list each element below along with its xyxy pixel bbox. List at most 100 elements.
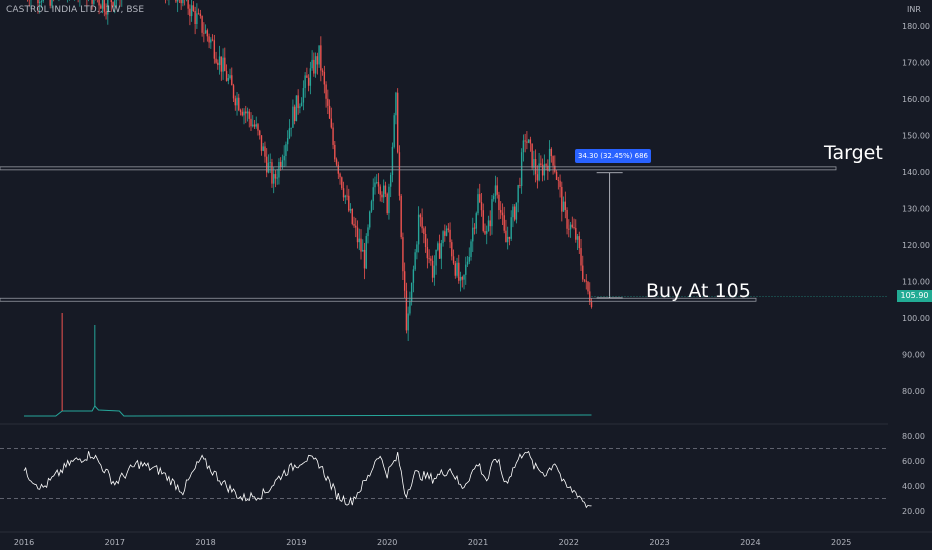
candle-body	[279, 162, 282, 167]
candle-body	[243, 111, 245, 116]
candle-body	[353, 223, 355, 226]
candle-body	[180, 0, 182, 4]
candle-body	[307, 77, 310, 86]
volume-line	[24, 405, 592, 417]
candle-body	[501, 212, 504, 216]
rsi-tick-label: 80.00	[902, 432, 925, 441]
candle-body	[339, 173, 341, 178]
candle-body	[253, 124, 256, 127]
candle-body	[458, 262, 460, 281]
candle-body	[536, 174, 539, 181]
candle-body	[384, 185, 387, 194]
candle-body	[49, 0, 51, 6]
candle-body	[363, 249, 366, 269]
currency-label: INR	[907, 5, 921, 14]
candle-body	[520, 152, 523, 186]
candle-body	[575, 227, 577, 240]
candle-body	[590, 301, 593, 307]
candle-body	[580, 248, 582, 266]
candle-body	[435, 249, 437, 266]
candle-body	[110, 0, 113, 3]
rsi-tick-label: 40.00	[902, 482, 925, 491]
candle-body	[494, 185, 497, 196]
candle-body	[215, 58, 217, 63]
candle-body	[416, 244, 418, 253]
candle-body	[526, 141, 528, 143]
candle-body	[491, 199, 493, 227]
candle-body	[286, 138, 289, 145]
candle-body	[217, 62, 219, 66]
candle-body	[211, 39, 214, 41]
candle-body	[306, 75, 308, 78]
y-tick-label: 160.00	[902, 95, 930, 104]
rsi-tick-label: 20.00	[902, 507, 925, 516]
candle-body	[482, 210, 484, 232]
candle-body	[381, 194, 383, 198]
candle-body	[582, 265, 584, 280]
candle-body	[362, 249, 364, 252]
candle-body	[540, 163, 542, 165]
candle-body	[218, 56, 221, 66]
candle-body	[576, 236, 579, 240]
candle-body	[451, 242, 453, 257]
candle-body	[241, 111, 243, 116]
candle-body	[348, 195, 350, 211]
candle-body	[529, 139, 532, 144]
candle-body	[409, 301, 411, 314]
candle-body	[555, 171, 558, 180]
buy-level-line	[0, 297, 757, 302]
candle-body	[367, 227, 369, 237]
candle-body	[566, 209, 568, 229]
candle-body	[234, 98, 236, 106]
candle-body	[349, 208, 352, 211]
x-tick-label: 2019	[286, 538, 306, 547]
candle-body	[220, 56, 223, 72]
candle-body	[589, 291, 591, 302]
candle-body	[37, 0, 39, 4]
candle-body	[391, 146, 394, 176]
candle-body	[456, 262, 458, 276]
y-tick-label: 180.00	[902, 22, 930, 31]
candle-body	[360, 238, 362, 252]
candle-body	[39, 2, 41, 4]
candle-body	[578, 236, 580, 249]
candle-body	[330, 118, 333, 128]
measure-label[interactable]: 34.30 (32.45%) 686	[575, 149, 651, 163]
candle-body	[103, 0, 106, 12]
candle-body	[515, 202, 518, 220]
candle-body	[489, 220, 491, 227]
buy-label[interactable]: Buy At 105	[646, 280, 751, 302]
candle-body	[335, 159, 338, 165]
y-tick-label: 140.00	[902, 168, 930, 177]
candle-body	[493, 195, 495, 200]
candle-body	[547, 165, 549, 171]
candle-body	[290, 127, 292, 129]
candle-body	[105, 11, 107, 15]
candle-body	[245, 111, 247, 114]
candle-body	[587, 281, 589, 292]
candle-body	[189, 8, 191, 17]
candle-body	[403, 271, 406, 291]
candle-body	[421, 217, 423, 229]
candle-body	[400, 195, 402, 238]
candle-body	[229, 75, 231, 79]
candle-body	[449, 229, 451, 243]
candle-body	[93, 0, 95, 4]
candle-body	[503, 215, 505, 231]
candle-body	[496, 185, 498, 195]
candle-body	[444, 231, 446, 236]
candle-body	[358, 238, 360, 243]
candle-body	[486, 230, 488, 234]
candle-body	[325, 84, 327, 99]
candle-body	[187, 0, 189, 9]
candle-body	[585, 280, 587, 282]
candle-body	[293, 106, 296, 122]
candle-body	[533, 159, 535, 168]
candle-body	[264, 146, 266, 157]
target-label[interactable]: Target	[824, 142, 883, 164]
candle-body	[112, 2, 114, 7]
candle-body	[204, 30, 207, 34]
target-level-line	[0, 166, 837, 171]
candle-body	[550, 148, 553, 157]
